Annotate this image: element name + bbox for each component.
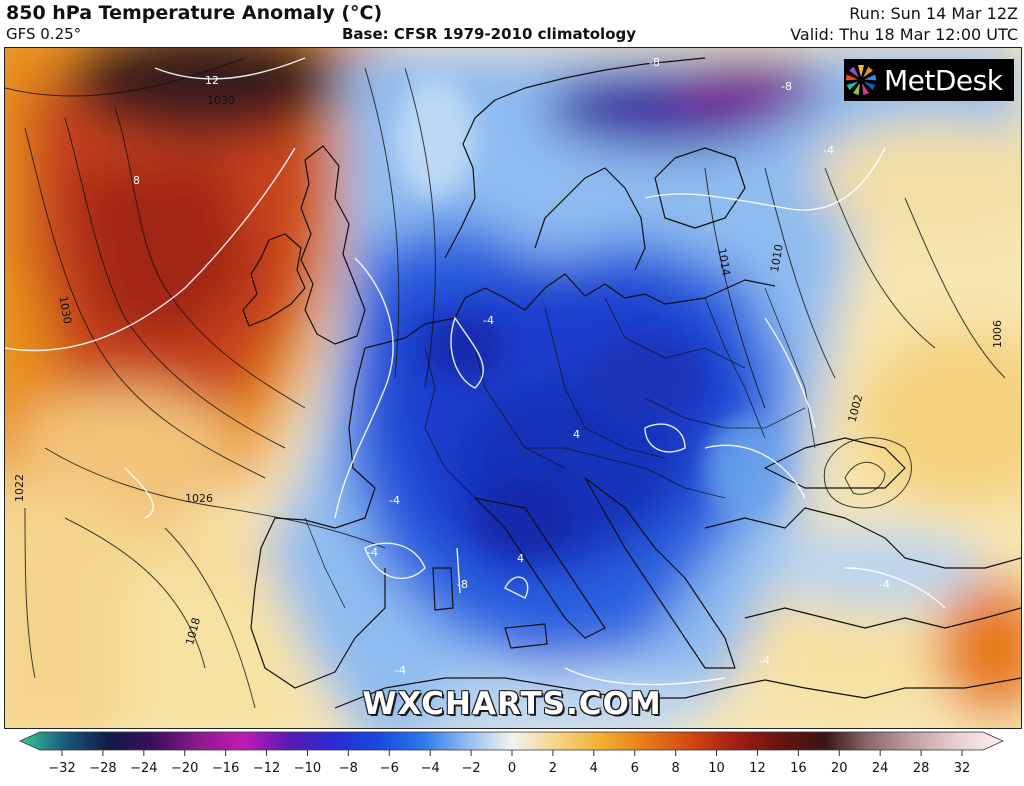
color-scale-tick-label: 20 <box>831 761 848 776</box>
color-scale-tick-label: −20 <box>171 761 198 776</box>
color-scale-tick-label: 4 <box>590 761 598 776</box>
anomaly-map: 1030 1030 1022 1026 1018 1014 1010 1006 … <box>4 47 1022 729</box>
finland-coast <box>654 147 746 229</box>
color-scale-tick-label: −28 <box>89 761 116 776</box>
color-scale: −32 −28 −24 −20 −16 −12 −10 −8 −6 −4 −2 0 2 4 6 8 10 12 16… <box>0 728 1024 782</box>
isobars <box>5 57 1006 709</box>
color-scale-tick-label: 12 <box>749 761 766 776</box>
italy-coast <box>474 497 606 639</box>
metdesk-logo: MetDesk <box>844 59 1014 101</box>
color-scale-tick-label: −24 <box>130 761 157 776</box>
anomaly-contours <box>5 57 946 686</box>
isobar-label: 1010 <box>768 243 786 273</box>
anomaly-label: 4 <box>517 552 524 565</box>
color-scale-tick-label: −16 <box>212 761 239 776</box>
color-scale-tick-label: −6 <box>380 761 399 776</box>
sardinia-coast <box>432 567 454 611</box>
isobar-label: 1022 <box>13 474 26 502</box>
color-scale-tick-label: 8 <box>671 761 679 776</box>
isobar-label: 1006 <box>991 320 1004 348</box>
anomaly-label: 12 <box>205 74 219 87</box>
scandinavia-west-coast <box>444 57 706 259</box>
ireland-coast <box>242 233 306 327</box>
coastlines <box>242 57 1021 709</box>
climatology-base-label: Base: CFSR 1979-2010 climatology <box>342 25 637 43</box>
color-scale-bar: −32 −28 −24 −20 −16 −12 −10 −8 −6 −4 −2 0 2 4 6 8 10 12 16… <box>19 731 1004 776</box>
country-borders <box>304 287 816 609</box>
color-scale-tick-label: −2 <box>462 761 481 776</box>
color-scale-tick-label: −12 <box>253 761 280 776</box>
anomaly-label: -4 <box>395 664 406 677</box>
black-sea-south-coast <box>704 507 1021 569</box>
color-scale-gradient <box>19 731 1004 751</box>
chart-title: 850 hPa Temperature Anomaly (°C) <box>6 2 383 24</box>
color-scale-tick-label: 28 <box>913 761 930 776</box>
isobar-label: 1026 <box>185 492 213 505</box>
color-scale-tick-label: 2 <box>549 761 557 776</box>
anatolia-coast <box>744 607 1021 629</box>
anomaly-label: -4 <box>879 578 890 591</box>
isobar-label: 1014 <box>715 247 733 277</box>
great-britain-coast <box>300 145 366 345</box>
chart-header: 850 hPa Temperature Anomaly (°C) GFS 0.2… <box>0 0 1024 48</box>
anomaly-labels: 12 8 -8 -8 -4 -4 4 -4 -4 -8 4 -4 -4 -4 <box>133 56 890 677</box>
anomaly-label: -4 <box>367 546 378 559</box>
sicily-coast <box>504 623 548 649</box>
color-scale-tick-label: −4 <box>421 761 440 776</box>
run-time-label: Run: Sun 14 Mar 12Z <box>849 4 1018 23</box>
color-scale-tick-label: 10 <box>708 761 725 776</box>
anomaly-label: 4 <box>573 428 580 441</box>
north-africa-coast <box>334 677 1021 709</box>
color-scale-tick-label: 32 <box>954 761 971 776</box>
color-scale-tick-label: 16 <box>790 761 807 776</box>
anomaly-label: -4 <box>823 144 834 157</box>
anomaly-label: 8 <box>133 174 140 187</box>
color-scale-tick-label: −10 <box>294 761 321 776</box>
black-sea-north-coast <box>764 437 906 489</box>
sweden-coast <box>534 167 646 271</box>
anomaly-label: -8 <box>457 578 468 591</box>
valid-time-label: Valid: Thu 18 Mar 12:00 UTC <box>790 25 1018 44</box>
anomaly-label: -4 <box>389 494 400 507</box>
color-scale-tick-label: −8 <box>339 761 358 776</box>
map-canvas: 1030 1030 1022 1026 1018 1014 1010 1006 … <box>5 48 1021 728</box>
balkans-coast <box>584 477 736 669</box>
anomaly-label: -4 <box>483 314 494 327</box>
anomaly-label: -8 <box>649 56 660 69</box>
color-scale-tick-label: 6 <box>631 761 639 776</box>
model-label: GFS 0.25° <box>6 25 82 43</box>
wxcharts-watermark: WXCHARTS.COM <box>362 686 662 722</box>
isobar-labels: 1030 1030 1022 1026 1018 1014 1010 1006 … <box>13 94 1004 647</box>
anomaly-label: -8 <box>781 80 792 93</box>
north-coast <box>364 273 776 349</box>
anomaly-label: -4 <box>759 654 770 667</box>
metdesk-star-icon <box>845 65 877 96</box>
isobar-label: 1030 <box>207 94 235 107</box>
metdesk-logo-text: MetDesk <box>884 63 1003 97</box>
isobar-label: 1030 <box>56 295 74 325</box>
color-scale-tick-label: 0 <box>508 761 516 776</box>
anomaly-field <box>5 48 1021 728</box>
color-scale-tick-label: 24 <box>872 761 889 776</box>
color-scale-tick-label: −32 <box>48 761 75 776</box>
anomaly-detail <box>395 78 785 558</box>
